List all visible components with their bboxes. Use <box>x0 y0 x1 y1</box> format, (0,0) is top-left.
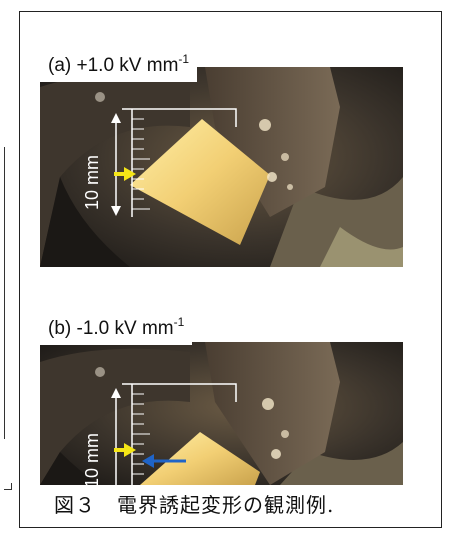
panel-a-label-text: (a) +1.0 kV mm <box>48 55 179 76</box>
page-edge-mark <box>4 489 12 490</box>
page-edge-mark <box>11 483 12 490</box>
panel-a-label: (a) +1.0 kV mm-1 <box>40 43 198 82</box>
photo-panel-a <box>40 67 403 267</box>
photo-a-scene <box>40 67 403 267</box>
panel-b-label-text: (b) -1.0 kV mm <box>48 318 174 339</box>
scale-label-b: 10 mm <box>82 432 102 488</box>
panel-a-label-sup: -1 <box>178 52 190 66</box>
page-edge-line <box>4 147 5 439</box>
panel-b-label-sup: -1 <box>173 315 185 329</box>
scale-label-a: 10 mm <box>82 154 102 210</box>
figure-caption: 図３ 電界誘起変形の観測例. <box>34 485 439 525</box>
panel-b-label: (b) -1.0 kV mm-1 <box>40 306 193 345</box>
photo-b-scene <box>40 342 403 485</box>
photo-panel-b <box>40 342 403 485</box>
